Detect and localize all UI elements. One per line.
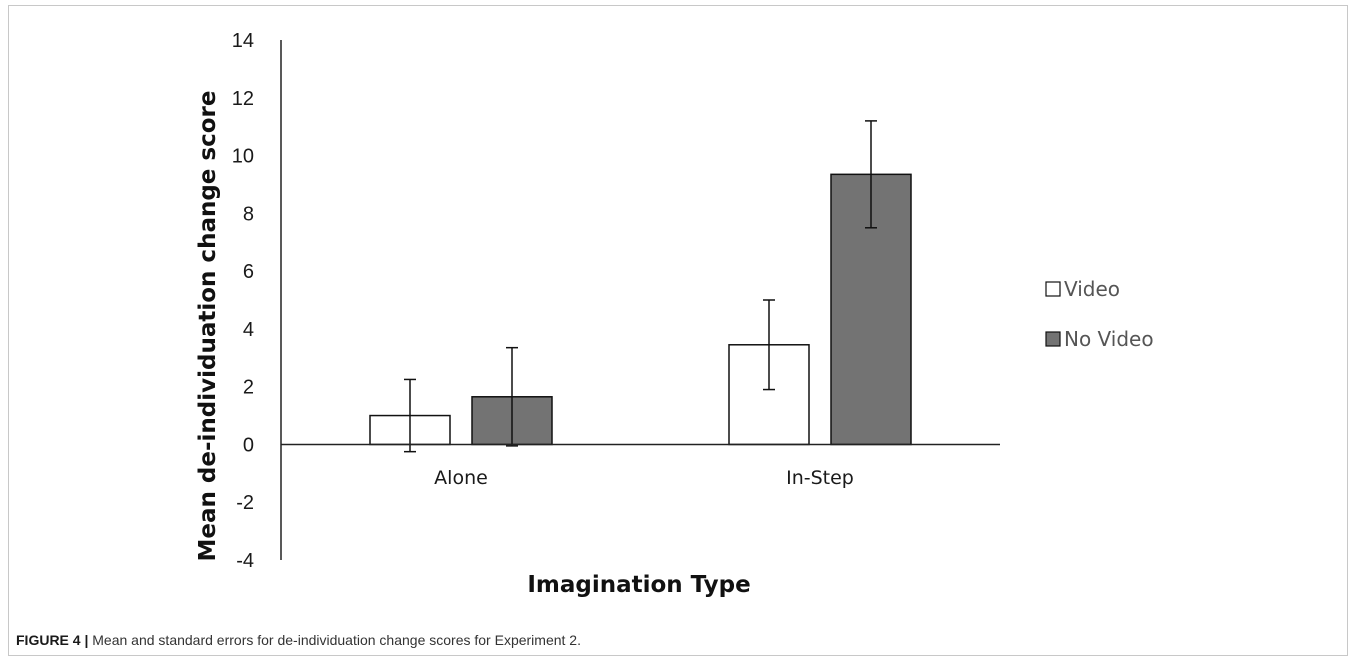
category-labels: Alone In-Step [434,467,854,489]
bars [369,173,912,446]
caption-label: FIGURE 4 | [16,632,89,648]
y-axis: 14 12 10 8 6 4 2 0 -2 -4 [232,30,282,572]
legend-label: Video [1064,277,1120,301]
bar-chart: 14 12 10 8 6 4 2 0 -2 -4 Alone In-Step Video No Vid… [195,30,1154,598]
y-tick-label: -2 [236,492,254,514]
y-tick-label: 12 [232,88,254,110]
legend-label: No Video [1064,327,1154,351]
figure-frame [8,5,1348,656]
y-tick-label: 10 [232,146,254,168]
legend-swatch [1045,331,1061,347]
figure-caption: FIGURE 4 | Mean and standard errors for … [16,632,581,648]
legend-swatch [1045,281,1061,297]
y-tick-label: 0 [243,434,254,456]
y-tick-label: 2 [243,377,254,399]
y-tick-label: 4 [243,319,254,341]
y-tick-label: 14 [232,30,254,52]
y-tick-label: -4 [236,550,254,572]
y-tick-label: 6 [243,261,254,283]
category-label: In-Step [786,467,854,489]
y-tick-label: 8 [243,203,254,225]
error-bars [404,120,877,453]
category-label: Alone [434,467,488,489]
x-axis-title: Imagination Type [527,572,750,598]
legend: Video No Video [1045,277,1154,351]
caption-text: Mean and standard errors for de-individu… [88,632,581,648]
y-axis-title: Mean de-individuation change score [195,91,221,562]
